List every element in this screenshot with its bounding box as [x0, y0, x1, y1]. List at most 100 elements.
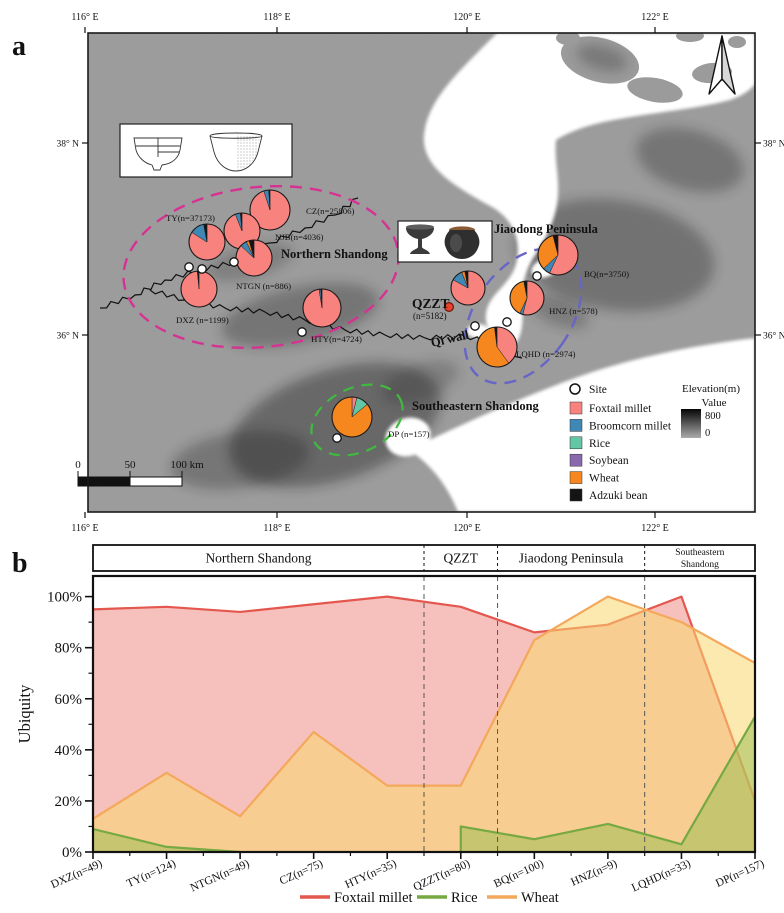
site-dot — [197, 264, 207, 274]
elevation-max: 800 — [705, 411, 721, 422]
legend-swatch-foxtail — [569, 401, 583, 415]
pie-outline — [537, 234, 579, 276]
elevation-min: 0 — [705, 428, 710, 439]
map-frame — [87, 32, 756, 513]
site-dot — [532, 271, 542, 281]
jiaodong-peninsula-label: Jiaodong Peninsula — [494, 222, 599, 236]
site-legend-label: Site — [589, 384, 607, 396]
lon-label-top: 116° E — [71, 12, 98, 23]
site-dot — [502, 317, 512, 327]
qzzt-count-label: (n=5182) — [413, 311, 447, 321]
elevation-gradient — [681, 409, 701, 438]
site-label-NJB: NJB(n=4036) — [275, 232, 324, 242]
pottery-photo-inset — [397, 220, 493, 263]
legend-label-foxtail: Foxtail millet — [589, 403, 652, 415]
lat-label-left: 38° N — [56, 139, 79, 150]
panel-a-letter: a — [12, 31, 26, 62]
elevation-title: Elevation(m) — [682, 383, 740, 395]
lat-label-right: 36° N — [763, 331, 784, 342]
band-label-0: Northern Shandong — [205, 551, 311, 566]
qzzt-label: QZZT — [412, 296, 450, 311]
x-tick-label: NTGN(n=49) — [189, 858, 252, 895]
site-label-HTY: HTY(n=4724) — [311, 334, 362, 344]
site-dot — [184, 262, 194, 272]
site-label-LQHD: LQHD (n=2974) — [516, 349, 576, 359]
legend-label-broomcorn: Broomcorn millet — [589, 420, 672, 432]
legend-swatch-adzuki — [569, 488, 583, 502]
legend-swatch-wheat — [569, 471, 583, 484]
band-label-1: QZZT — [444, 551, 479, 566]
qzzt-site-dot — [444, 302, 455, 313]
site-label-HNZ: HNZ (n=578) — [549, 306, 598, 316]
lon-label-bottom: 118° E — [263, 523, 290, 534]
pie-outline — [509, 280, 545, 316]
pie-chart-QZZT — [450, 270, 486, 306]
site-label-TY: TY(n=37173) — [166, 213, 215, 223]
x-tick-label: BQ(n=100) — [492, 858, 546, 891]
lon-label-bottom: 122° E — [641, 523, 669, 534]
x-tick-label: LQHD(n=33) — [630, 858, 693, 895]
panel-b-letter: b — [12, 548, 28, 579]
legend-swatch-rice — [569, 436, 583, 450]
x-tick-label: DXZ(n=49) — [49, 858, 104, 891]
chart-area-rice — [93, 716, 755, 852]
site-dot — [297, 327, 307, 337]
pie-chart-HNZ — [509, 280, 545, 316]
scale-bar-label: 50 — [125, 459, 137, 471]
pie-outline — [476, 326, 518, 368]
site-label-BQ: BQ(n=3750) — [584, 269, 629, 279]
x-tick-label: CZ(n=75) — [278, 858, 325, 888]
pie-outline — [331, 396, 373, 438]
lon-label-top: 118° E — [263, 12, 290, 23]
y-tick-label: 0% — [62, 845, 82, 861]
chart-legend-label: Wheat — [521, 890, 559, 906]
chart-legend-label: Rice — [451, 890, 478, 906]
lon-label-bottom: 120° E — [453, 523, 481, 534]
x-tick-label: HNZ(n=9) — [569, 858, 619, 889]
pie-outline — [450, 270, 486, 306]
site-dot — [229, 257, 239, 267]
site-label-CZ: CZ(n=25806) — [306, 206, 355, 216]
mountain-shading — [170, 127, 744, 490]
map-legend: Site Foxtail millet Broomcorn millet Rice S… — [569, 383, 740, 502]
site-label-DP: DP (n=157) — [388, 429, 430, 439]
jiaodong-ellipse — [463, 247, 583, 385]
legend-swatch-broomcorn — [569, 419, 583, 432]
x-tick-label: QZZT(n=80) — [412, 858, 473, 894]
x-tick-label: DP(n=157) — [714, 858, 766, 890]
pie-chart-DP — [331, 396, 373, 438]
site-label-NTGN: NTGN (n=886) — [236, 281, 291, 291]
lon-label-top: 122° E — [641, 12, 669, 23]
band-label-3: Southeastern — [675, 548, 724, 558]
pie-chart-HTY — [302, 288, 342, 328]
chart-area-wheat — [93, 596, 755, 852]
pie-outline — [302, 288, 342, 328]
site-label-DXZ: DXZ (n=1199) — [176, 315, 229, 325]
southeastern-shandong-label: Southeastern Shandong — [412, 399, 540, 413]
lat-label-right: 38° N — [763, 139, 784, 150]
legend-label-rice: Rice — [589, 438, 610, 450]
pie-outline — [249, 189, 291, 231]
panel-a-map: TY(n=37173) CZ(n=25806) NJB(n=4036) NTGN (n… — [12, 12, 784, 534]
band-label-3: Shandong — [681, 560, 719, 570]
north-arrow-icon — [708, 35, 736, 95]
legend-swatch-soybean — [569, 453, 583, 467]
elevation-value-label: Value — [701, 397, 726, 409]
x-tick-label: HTY(n=35) — [343, 858, 398, 891]
pie-chart-NTGN — [235, 239, 273, 277]
y-axis-title: Ubiquity — [15, 684, 34, 743]
x-tick-label: TY(n=124) — [125, 858, 178, 890]
site-dot — [470, 321, 480, 331]
scale-bar-label: 100 km — [170, 459, 204, 471]
pie-chart-TY — [188, 223, 226, 261]
scale-bar-label: 0 — [75, 459, 81, 471]
stemmed-cup-photo — [406, 225, 434, 254]
lon-label-bottom: 116° E — [71, 523, 98, 534]
legend-label-adzuki: Adzuki bean — [589, 490, 648, 502]
y-tick-label: 40% — [55, 743, 83, 759]
northern-shandong-label: Northern Shandong — [281, 247, 388, 261]
band-label-2: Jiaodong Peninsula — [519, 551, 624, 566]
southeastern-ellipse — [310, 383, 404, 457]
